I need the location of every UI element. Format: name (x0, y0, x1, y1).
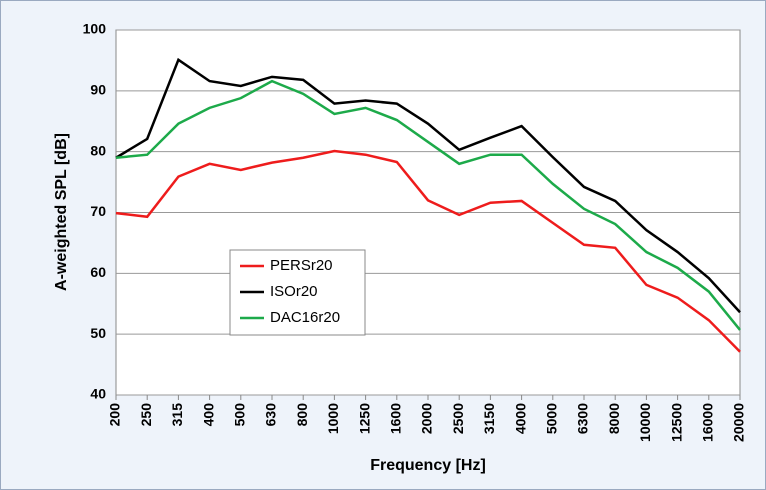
x-tick-label: 1250 (356, 403, 372, 434)
x-tick-label: 2500 (450, 403, 466, 434)
x-tick-label: 200 (107, 403, 123, 427)
x-tick-label: 315 (169, 403, 185, 427)
x-tick-label: 3150 (481, 403, 497, 434)
y-tick-label: 50 (90, 325, 106, 341)
legend-label: ISOr20 (270, 283, 318, 300)
x-axis-title: Frequency [Hz] (370, 457, 486, 474)
x-tick-label: 400 (200, 403, 216, 427)
x-tick-label: 20000 (731, 403, 747, 442)
legend-label: PERSr20 (270, 257, 333, 274)
y-axis-title: A-weighted SPL [dB] (53, 133, 70, 291)
x-tick-label: 12500 (668, 403, 684, 442)
x-tick-label: 10000 (637, 403, 653, 442)
series-line (115, 57, 741, 314)
legend-label: DAC16r20 (270, 309, 340, 326)
x-tick-label: 1000 (325, 403, 341, 434)
y-tick-label: 80 (90, 142, 106, 158)
y-tick-label: 60 (90, 264, 106, 280)
y-tick-label: 70 (90, 203, 106, 219)
x-tick-label: 500 (232, 403, 248, 427)
y-tick-label: 40 (90, 386, 106, 402)
x-tick-label: 4000 (512, 403, 528, 434)
x-tick-label: 630 (263, 403, 279, 427)
x-tick-label: 250 (138, 403, 154, 427)
x-tick-label: 16000 (700, 403, 716, 442)
x-tick-label: 6300 (575, 403, 591, 434)
series-line (115, 149, 741, 353)
x-tick-label: 5000 (544, 403, 560, 434)
x-tick-label: 2000 (419, 403, 435, 434)
y-tick-label: 100 (83, 21, 107, 37)
x-tick-label: 8000 (606, 403, 622, 434)
x-tick-label: 800 (294, 403, 310, 427)
x-tick-label: 1600 (388, 403, 404, 434)
series-line (115, 79, 741, 331)
y-tick-label: 90 (90, 82, 106, 98)
